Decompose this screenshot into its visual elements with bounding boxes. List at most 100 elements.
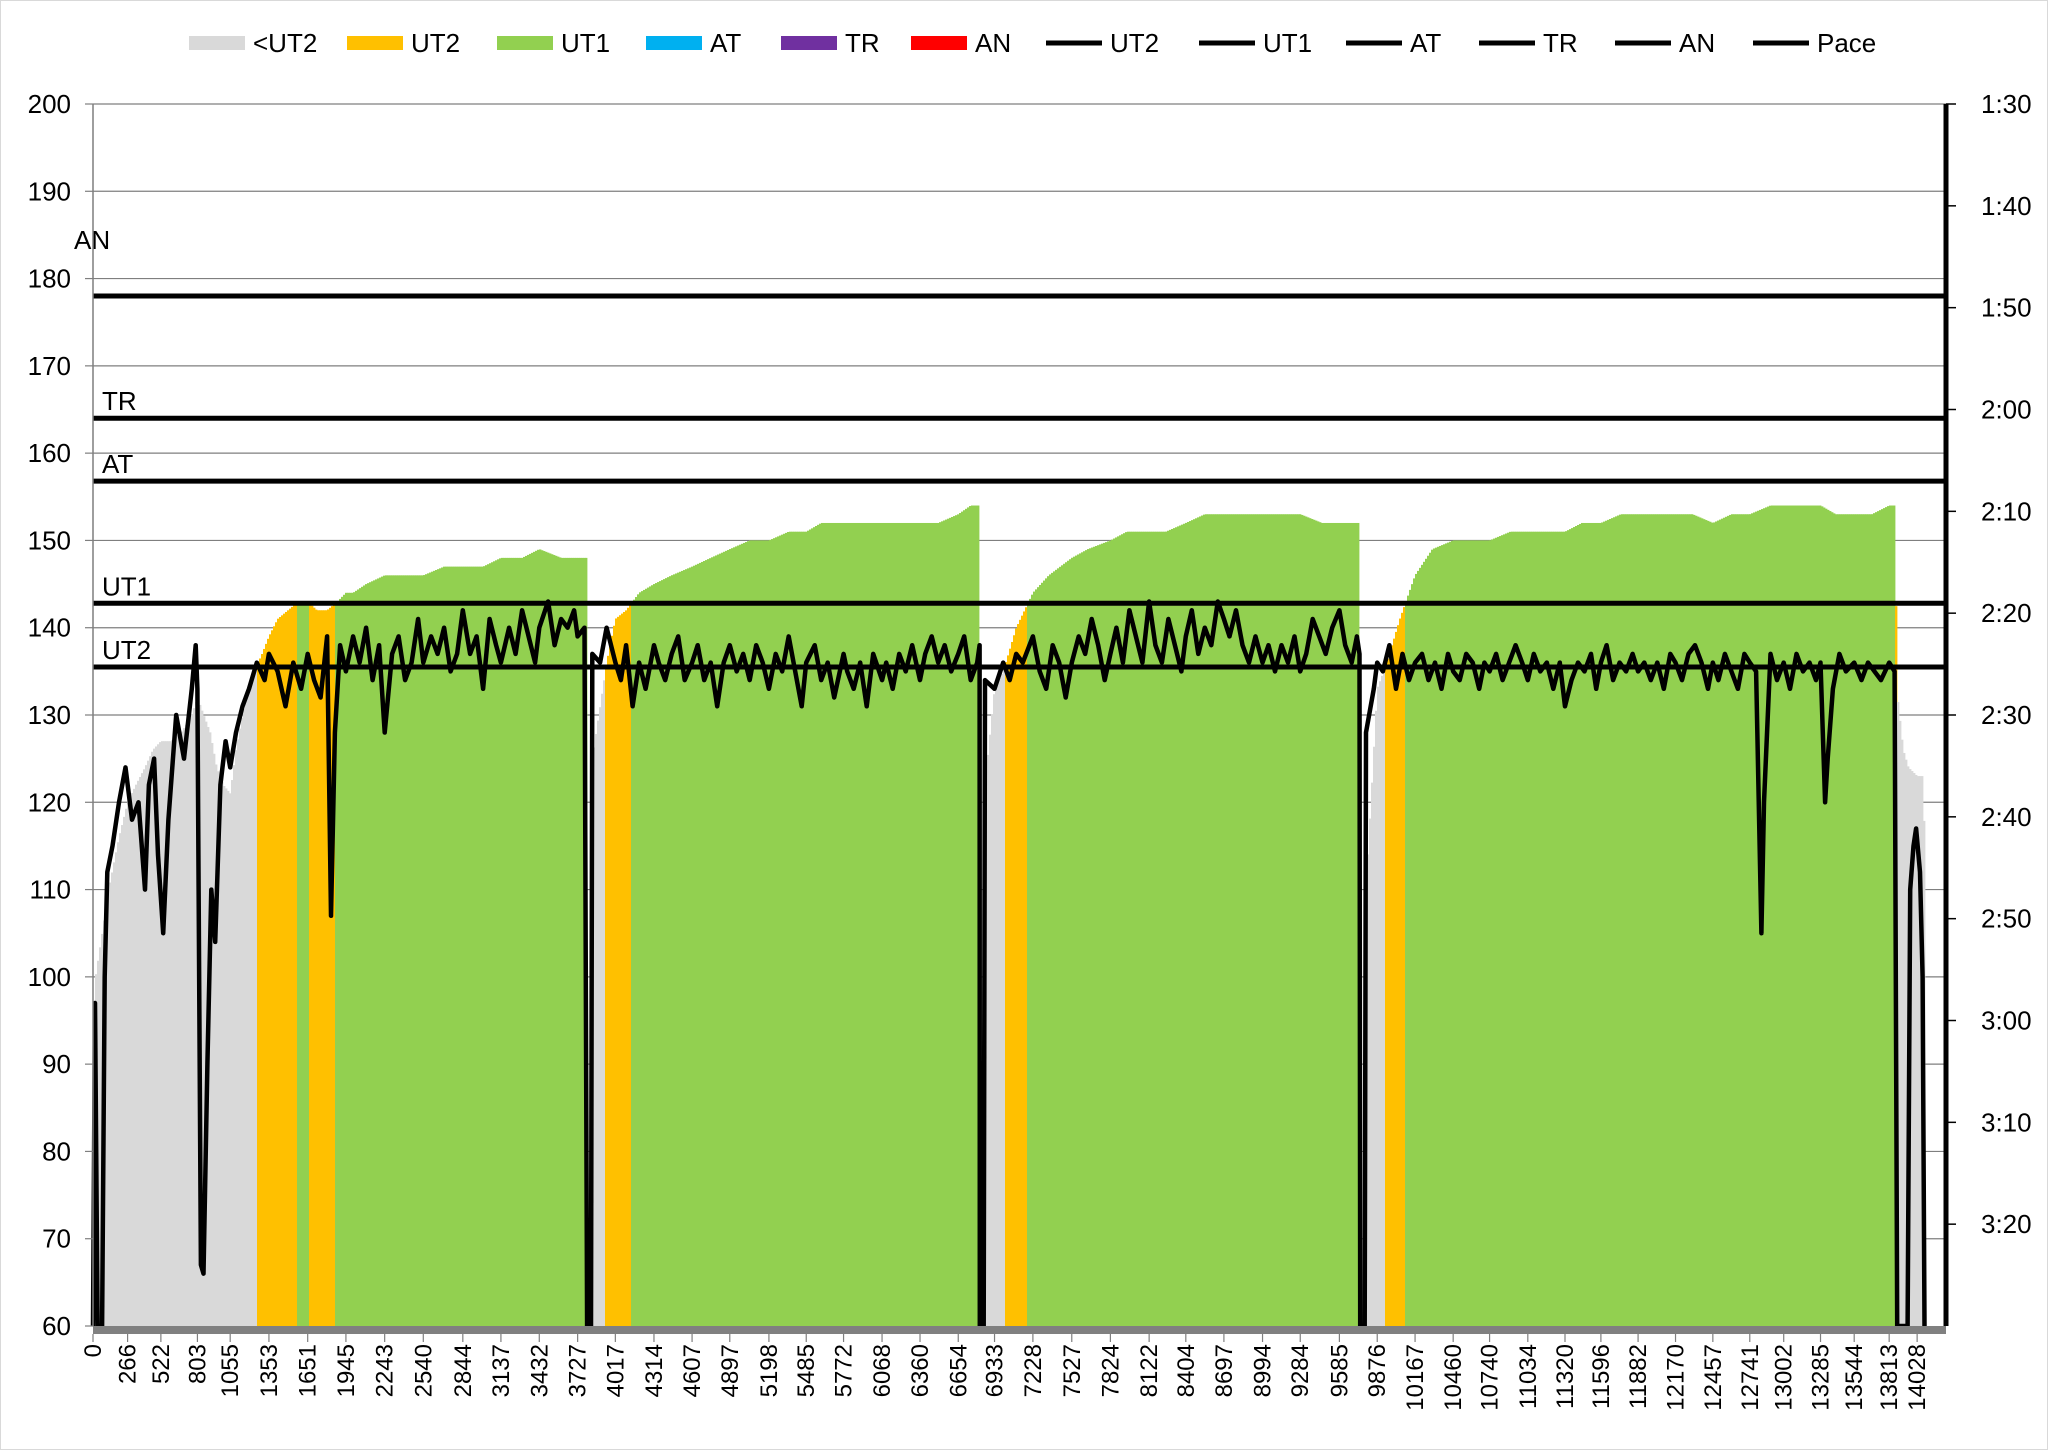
hr-area-bar — [1171, 528, 1174, 1326]
hr-area-bar — [149, 756, 152, 1326]
hr-area-bar — [679, 571, 682, 1326]
hr-area-bar — [221, 782, 224, 1326]
hr-area-bar — [1871, 514, 1874, 1326]
hr-area-bar — [1405, 601, 1408, 1326]
hr-area-bar — [469, 566, 472, 1326]
hr-area-bar — [317, 610, 320, 1326]
hr-area-bar — [1513, 531, 1516, 1326]
x-tick-label: 11320 — [1552, 1344, 1579, 1409]
hr-area-bar — [1231, 514, 1234, 1326]
hr-area-bar — [1723, 517, 1726, 1326]
hr-area-bar — [1269, 514, 1272, 1326]
hr-area-bar — [1387, 658, 1390, 1326]
hr-area-bar — [407, 575, 410, 1326]
hr-area-bar — [195, 701, 198, 1326]
hr-area-bar — [1415, 573, 1418, 1326]
hr-area-bar — [863, 522, 866, 1326]
hr-area-bar — [1329, 522, 1332, 1326]
hr-area-bar — [163, 741, 166, 1326]
hr-area-bar — [463, 566, 466, 1326]
hr-area-bar — [821, 522, 824, 1326]
x-tick-label: 11034 — [1515, 1344, 1542, 1409]
hr-area-bar — [753, 540, 756, 1326]
hr-area-bar — [451, 566, 454, 1326]
hr-area-bar — [509, 557, 512, 1326]
hr-area-bar — [299, 601, 302, 1326]
hr-area-bar — [689, 567, 692, 1326]
hr-area-bar — [1029, 598, 1032, 1326]
hr-area-bar — [795, 531, 798, 1326]
hr-area-bar — [215, 764, 218, 1326]
hr-area-bar — [267, 638, 270, 1326]
hr-area-bar — [1087, 549, 1090, 1326]
hr-area-bar — [1373, 746, 1376, 1326]
hr-area-bar — [1729, 514, 1732, 1326]
hr-area-bar — [749, 540, 752, 1326]
hr-area-bar — [1459, 540, 1462, 1326]
hr-area-bar — [1731, 514, 1734, 1326]
hr-area-bar — [737, 545, 740, 1326]
hr-area-bar — [1011, 641, 1014, 1326]
hr-area-bar — [1385, 664, 1388, 1326]
hr-area-bar — [1201, 515, 1204, 1326]
hr-area-bar — [581, 557, 584, 1326]
legend-label: AT — [1410, 28, 1441, 58]
hr-area-bar — [669, 576, 672, 1326]
hr-area-bar — [1879, 510, 1882, 1326]
hr-area-bar — [1379, 681, 1382, 1326]
hr-area-bar — [295, 603, 298, 1326]
hr-area-bar — [1745, 514, 1748, 1326]
hr-area-bar — [1103, 542, 1106, 1326]
hr-area-bar — [341, 596, 344, 1326]
hr-area-bar — [251, 678, 254, 1326]
hr-area-bar — [1603, 521, 1606, 1326]
hr-area-bar — [497, 559, 500, 1326]
hr-area-bar — [307, 601, 310, 1326]
hr-area-bar — [899, 522, 902, 1326]
hr-area-bar — [621, 613, 624, 1326]
hr-area-bar — [1065, 562, 1068, 1326]
hr-area-bar — [1567, 530, 1570, 1326]
hr-area-bar — [1651, 514, 1654, 1326]
hr-area-bar — [495, 560, 498, 1326]
hr-area-bar — [1279, 514, 1282, 1326]
hr-area-bar — [1599, 522, 1602, 1326]
hr-area-bar — [1319, 522, 1322, 1326]
hr-area-bar — [855, 522, 858, 1326]
hr-area-bar — [1809, 505, 1812, 1326]
hr-area-bar — [1529, 531, 1532, 1326]
hr-area-bar — [465, 566, 468, 1326]
hr-area-bar — [1841, 514, 1844, 1326]
hr-area-bar — [1401, 612, 1404, 1326]
hr-area-bar — [1233, 514, 1236, 1326]
x-tick-label: 14028 — [1904, 1344, 1931, 1411]
hr-area-bar — [803, 531, 806, 1326]
hr-area-bar — [1635, 514, 1638, 1326]
hr-area-bar — [179, 733, 182, 1326]
hr-area-bar — [1445, 543, 1448, 1326]
hr-area-bar — [777, 536, 780, 1326]
hr-area-bar — [1609, 518, 1612, 1326]
hr-area-bar — [127, 801, 130, 1326]
legend: <UT2 UT2 UT1 AT TR AN UT2 UT1 AT TR AN Pace — [189, 28, 1876, 58]
hr-area-bar — [1341, 522, 1344, 1326]
hr-area-bar — [941, 521, 944, 1326]
hr-area-bar — [269, 634, 272, 1326]
hr-area-bar — [1159, 531, 1162, 1326]
x-tick-label: 0 — [80, 1344, 107, 1357]
hr-area-bar — [359, 588, 362, 1326]
hr-area-bar — [1099, 544, 1102, 1326]
hr-area-bar — [1511, 531, 1514, 1326]
hr-area-bar — [353, 592, 356, 1326]
hr-area-bar — [971, 505, 974, 1326]
hr-area-bar — [1519, 531, 1522, 1326]
hr-area-bar — [1695, 515, 1698, 1326]
y2-tick-label: 3:10 — [1981, 1107, 2032, 1137]
hr-area-bar — [1767, 506, 1770, 1327]
hr-area-bar — [1627, 514, 1630, 1326]
hr-area-bar — [405, 575, 408, 1326]
hr-area-bar — [883, 522, 886, 1326]
hr-area-bar — [961, 511, 964, 1326]
hr-area-bar — [369, 582, 372, 1326]
hr-area-bar — [871, 522, 874, 1326]
